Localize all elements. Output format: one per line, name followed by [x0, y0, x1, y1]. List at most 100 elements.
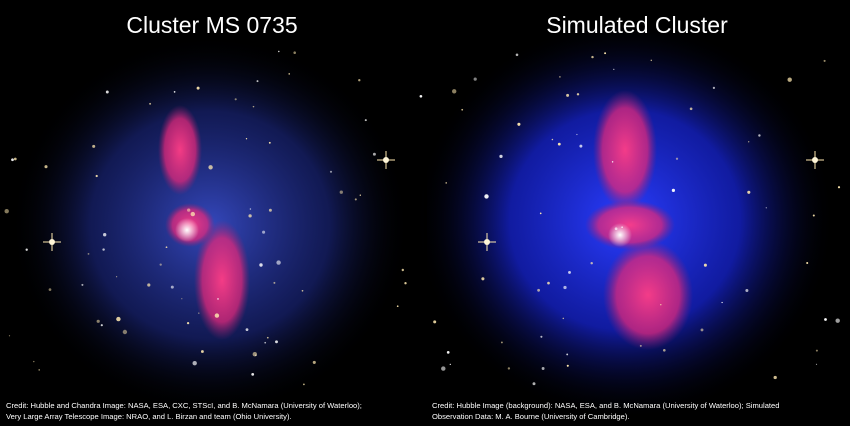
star	[4, 209, 9, 214]
star	[25, 248, 28, 251]
star	[245, 138, 248, 140]
credit-line: Very Large Array Telescope Image: NRAO, …	[6, 412, 292, 421]
star	[278, 50, 280, 53]
star	[557, 142, 561, 146]
star	[689, 107, 693, 111]
panel-title: Cluster MS 0735	[126, 12, 297, 38]
star	[259, 263, 263, 267]
star	[566, 353, 569, 356]
bright-star-core	[484, 239, 490, 245]
star	[38, 369, 40, 371]
star	[95, 174, 98, 178]
star	[102, 248, 105, 251]
star	[251, 373, 255, 376]
star	[815, 363, 818, 366]
bright-star-core	[49, 239, 55, 245]
panel-title: Simulated Cluster	[546, 12, 728, 38]
star	[484, 194, 489, 199]
star	[823, 59, 826, 62]
star	[576, 133, 578, 136]
star	[358, 79, 361, 82]
star	[748, 141, 750, 143]
star	[445, 182, 447, 184]
star	[433, 320, 437, 324]
star	[745, 288, 749, 293]
star	[540, 335, 543, 338]
star	[787, 77, 792, 82]
star	[566, 364, 569, 367]
star	[252, 105, 255, 108]
star	[192, 361, 197, 366]
star	[116, 316, 121, 322]
star	[190, 211, 195, 217]
star	[276, 260, 281, 265]
credit-line: Credit: Hubble Image (background): NASA,…	[432, 401, 779, 410]
star	[301, 289, 304, 292]
star	[44, 165, 48, 169]
star	[245, 328, 249, 331]
star	[159, 263, 162, 266]
star	[115, 276, 118, 278]
star	[372, 152, 376, 156]
star	[551, 138, 554, 141]
star	[559, 76, 561, 78]
star	[396, 305, 399, 308]
star	[122, 329, 128, 335]
star	[248, 214, 252, 218]
star	[103, 233, 107, 237]
star	[547, 281, 550, 285]
star	[81, 283, 84, 286]
star	[288, 73, 290, 75]
star	[149, 102, 152, 105]
star	[200, 350, 204, 353]
star	[721, 301, 723, 304]
star	[590, 261, 593, 265]
bright-star-core	[383, 157, 389, 163]
star	[33, 360, 35, 363]
star	[747, 190, 751, 194]
star	[611, 161, 614, 163]
star	[773, 375, 777, 380]
left-image	[10, 35, 410, 415]
star	[650, 59, 653, 62]
star	[105, 90, 109, 94]
star	[703, 263, 707, 267]
star	[541, 367, 545, 370]
star	[264, 341, 267, 344]
credit-line: Observation Data: M. A. Bourne (Universi…	[432, 412, 630, 421]
star	[256, 80, 259, 83]
star	[275, 340, 278, 344]
star	[671, 188, 676, 192]
star	[835, 318, 840, 323]
star	[700, 328, 704, 332]
star	[806, 261, 809, 265]
star	[660, 304, 662, 306]
star	[92, 144, 96, 148]
star	[262, 230, 266, 234]
stars	[4, 50, 841, 386]
star	[100, 324, 103, 327]
star	[812, 214, 815, 217]
star	[364, 119, 367, 122]
star	[147, 283, 151, 287]
divider	[424, 0, 427, 426]
star	[566, 93, 570, 97]
star	[214, 313, 220, 318]
star	[187, 208, 191, 212]
star	[449, 363, 451, 366]
star	[675, 157, 679, 160]
star	[712, 86, 716, 90]
star	[758, 134, 761, 137]
star	[446, 351, 450, 354]
star	[639, 344, 642, 347]
star	[568, 270, 571, 274]
bright-star-core	[812, 157, 818, 163]
star	[532, 382, 536, 386]
star	[765, 207, 767, 209]
star	[604, 52, 607, 55]
star	[579, 144, 583, 148]
star	[87, 253, 90, 255]
star	[507, 367, 511, 370]
